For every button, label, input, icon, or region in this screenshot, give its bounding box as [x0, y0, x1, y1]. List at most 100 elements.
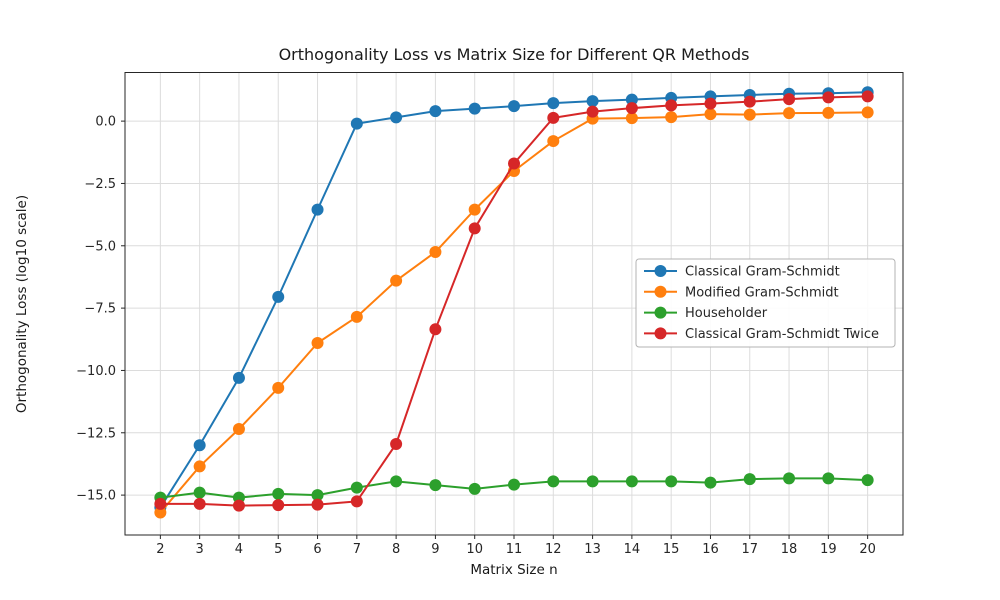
- legend-label: Householder: [685, 306, 768, 321]
- data-point-marker: [704, 476, 717, 489]
- legend-marker: [654, 327, 667, 340]
- legend-marker: [654, 265, 667, 277]
- legend-box: [635, 258, 896, 348]
- data-point-marker: [783, 93, 796, 106]
- y-tick-label: −10.0: [76, 364, 116, 379]
- x-tick-label: 4: [235, 542, 243, 557]
- x-axis-label: Matrix Size n: [470, 562, 558, 578]
- data-point-marker: [311, 337, 324, 350]
- data-point-marker: [390, 437, 403, 450]
- x-tick-label: 19: [820, 542, 837, 557]
- data-point-marker: [232, 499, 245, 512]
- data-point-marker: [625, 112, 638, 125]
- data-point-marker: [783, 472, 796, 485]
- data-point-marker: [154, 506, 167, 519]
- data-point-marker: [232, 423, 245, 436]
- data-point-marker: [468, 222, 481, 235]
- x-tick-label: 13: [584, 542, 601, 557]
- data-point-marker: [704, 97, 717, 110]
- data-point-marker: [665, 475, 678, 488]
- data-point-marker: [311, 489, 324, 502]
- data-point-marker: [193, 486, 206, 499]
- x-tick-label: 3: [196, 542, 204, 557]
- x-tick-label: 18: [781, 542, 798, 557]
- data-point-marker: [586, 475, 599, 488]
- data-point-marker: [193, 439, 206, 452]
- data-point-marker: [547, 111, 560, 124]
- data-point-marker: [704, 108, 717, 121]
- data-point-marker: [861, 474, 874, 487]
- data-point-marker: [350, 495, 363, 508]
- legend-label: Modified Gram-Schmidt: [685, 285, 839, 300]
- data-point-marker: [468, 203, 481, 216]
- chart-title: Orthogonality Loss vs Matrix Size for Di…: [278, 45, 750, 64]
- data-point-marker: [625, 102, 638, 115]
- data-point-marker: [232, 371, 245, 384]
- data-point-marker: [743, 108, 756, 121]
- data-point-marker: [429, 105, 442, 118]
- x-tick-label: 6: [313, 542, 321, 557]
- data-point-marker: [350, 310, 363, 323]
- data-point-marker: [429, 246, 442, 259]
- data-point-marker: [547, 97, 560, 110]
- x-tick-label: 8: [392, 542, 400, 557]
- y-tick-label: 0.0: [95, 115, 116, 130]
- data-point-marker: [508, 100, 520, 113]
- data-point-marker: [429, 323, 442, 336]
- data-point-marker: [743, 473, 756, 486]
- data-point-marker: [154, 497, 167, 510]
- data-point-marker: [861, 106, 874, 119]
- data-point-marker: [272, 290, 285, 303]
- data-point-marker: [547, 475, 560, 488]
- data-point-marker: [272, 487, 285, 500]
- x-tick-label: 20: [859, 542, 876, 557]
- data-point-marker: [193, 497, 206, 510]
- data-point-marker: [822, 472, 835, 485]
- data-point-marker: [665, 111, 678, 124]
- data-point-marker: [193, 460, 206, 473]
- y-tick-label: −5.0: [84, 239, 116, 254]
- x-tick-label: 10: [466, 542, 483, 557]
- legend-marker: [654, 285, 667, 298]
- legend-label: Classical Gram-Schmidt Twice: [685, 327, 879, 342]
- data-point-marker: [625, 475, 638, 488]
- data-point-marker: [625, 93, 638, 106]
- data-point-marker: [390, 274, 403, 287]
- data-point-marker: [861, 90, 874, 103]
- x-tick-label: 16: [702, 542, 719, 557]
- data-point-marker: [783, 107, 796, 120]
- y-tick-label: −2.5: [84, 177, 116, 192]
- x-tick-label: 12: [545, 542, 562, 557]
- y-tick-label: −7.5: [84, 302, 116, 317]
- x-tick-label: 14: [624, 542, 641, 557]
- data-point-marker: [665, 99, 678, 112]
- data-point-marker: [350, 117, 363, 130]
- data-point-marker: [547, 135, 560, 148]
- data-point-marker: [311, 203, 324, 216]
- data-point-marker: [586, 105, 599, 118]
- data-point-marker: [350, 481, 363, 494]
- x-tick-label: 15: [663, 542, 680, 557]
- x-tick-label: 7: [353, 542, 361, 557]
- data-point-marker: [272, 499, 285, 512]
- legend-marker: [654, 306, 667, 319]
- x-tick-label: 5: [274, 542, 282, 557]
- data-point-marker: [508, 157, 520, 170]
- x-tick-label: 9: [431, 542, 439, 557]
- data-point-marker: [429, 479, 442, 492]
- legend-label: Classical Gram-Schmidt: [685, 265, 840, 280]
- data-point-marker: [822, 106, 835, 119]
- x-tick-label: 2: [156, 542, 164, 557]
- data-point-marker: [390, 111, 403, 124]
- data-point-marker: [822, 91, 835, 104]
- data-point-marker: [390, 475, 403, 488]
- data-point-marker: [468, 482, 481, 495]
- y-tick-label: −15.0: [76, 489, 116, 504]
- x-tick-label: 17: [741, 542, 758, 557]
- x-tick-label: 11: [506, 542, 523, 557]
- data-point-marker: [311, 498, 324, 511]
- data-point-marker: [743, 95, 756, 108]
- data-point-marker: [508, 478, 520, 491]
